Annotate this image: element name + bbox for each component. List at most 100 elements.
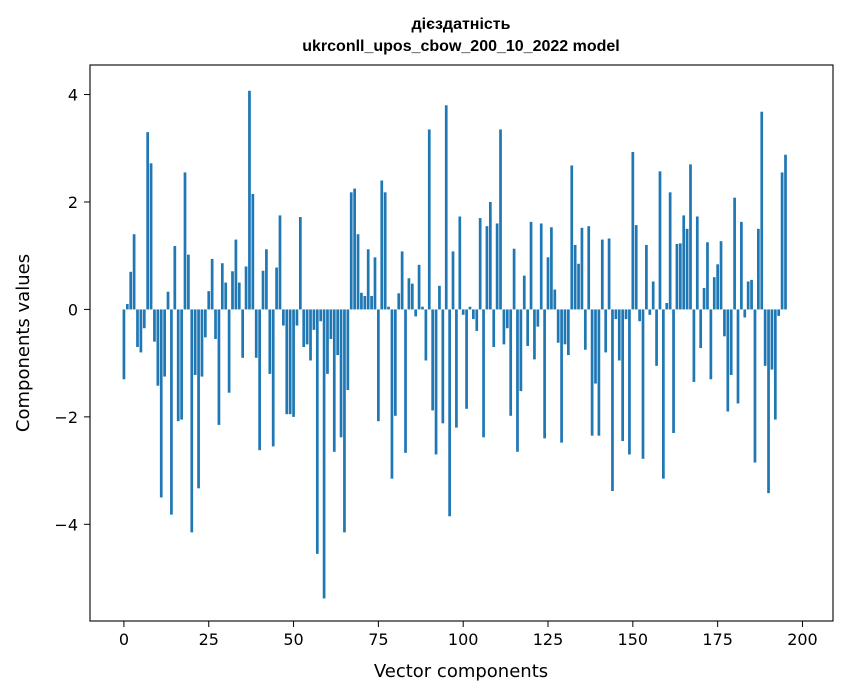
bar [224, 282, 228, 310]
bar [502, 309, 506, 345]
bar [743, 309, 747, 318]
bar [668, 192, 672, 310]
bar [346, 309, 350, 391]
bar [349, 192, 353, 310]
bar [607, 238, 611, 310]
bar [424, 309, 428, 361]
bar [370, 296, 373, 310]
bar [645, 244, 648, 310]
x-axis-label: Vector components [374, 661, 548, 682]
bar [309, 309, 312, 361]
bar [716, 264, 719, 310]
bar [292, 309, 295, 417]
bar [519, 309, 523, 392]
bar [166, 291, 170, 310]
bar [132, 234, 136, 310]
bar [499, 129, 502, 310]
bar [312, 309, 316, 330]
bar [397, 293, 401, 310]
bar [692, 309, 696, 382]
bar [740, 221, 743, 310]
bar [383, 192, 387, 310]
x-tick-label: 100 [448, 630, 479, 649]
bar [305, 309, 309, 345]
bar [621, 309, 625, 442]
bar [438, 285, 441, 310]
bar [658, 171, 662, 310]
bar [373, 257, 377, 310]
bar [393, 309, 397, 416]
y-tick-label: −4 [54, 515, 78, 534]
bar [356, 234, 360, 310]
bar [509, 309, 513, 416]
bar [689, 164, 692, 310]
bar [777, 309, 781, 316]
bar [248, 90, 251, 310]
bar [336, 309, 340, 356]
bar [706, 242, 709, 310]
bar [254, 309, 258, 358]
bar [553, 289, 557, 310]
bar [282, 309, 285, 326]
bar [163, 309, 166, 377]
bar [400, 251, 404, 310]
bar [587, 226, 591, 310]
bar [298, 217, 302, 310]
bar [159, 309, 163, 498]
bar [573, 244, 577, 310]
bar [214, 309, 217, 339]
bar [390, 309, 394, 479]
bar [343, 309, 346, 533]
bar [522, 275, 526, 310]
x-tick-label: 25 [199, 630, 219, 649]
bar [156, 309, 160, 386]
x-tick-label: 0 [119, 630, 129, 649]
bar [617, 309, 621, 361]
bar [173, 246, 177, 310]
bar [702, 287, 706, 310]
bar [251, 193, 255, 310]
bar [550, 227, 553, 310]
bar [332, 309, 336, 452]
bar [770, 309, 774, 370]
y-tick-label: −2 [54, 408, 78, 427]
bar [665, 302, 669, 310]
bar [142, 309, 146, 329]
bar [746, 281, 750, 310]
bar [241, 309, 245, 358]
bar [465, 309, 468, 409]
bar [227, 309, 231, 393]
bar [567, 309, 570, 356]
y-tick-label: 2 [68, 193, 78, 212]
bar [539, 223, 543, 310]
bar [699, 309, 703, 349]
bar [139, 309, 143, 353]
bar [237, 282, 241, 310]
bar [682, 215, 686, 310]
bar [176, 309, 180, 422]
bar [339, 309, 343, 438]
bar [363, 296, 367, 310]
bar [404, 309, 407, 453]
bar [125, 304, 129, 310]
bar [187, 254, 190, 310]
bar [288, 309, 292, 415]
bar [377, 309, 380, 422]
bar [414, 309, 418, 317]
bar [421, 306, 424, 310]
bar [533, 309, 536, 360]
bar [360, 292, 363, 310]
bar [197, 309, 200, 489]
bar [427, 129, 431, 310]
bar [472, 309, 475, 320]
bar [258, 309, 261, 451]
bar [570, 165, 574, 310]
x-tick-label: 200 [787, 630, 818, 649]
bar [780, 172, 784, 310]
bar [434, 309, 438, 455]
bar [719, 241, 723, 310]
bar [611, 309, 614, 491]
bar [577, 263, 580, 310]
bar [594, 309, 597, 384]
